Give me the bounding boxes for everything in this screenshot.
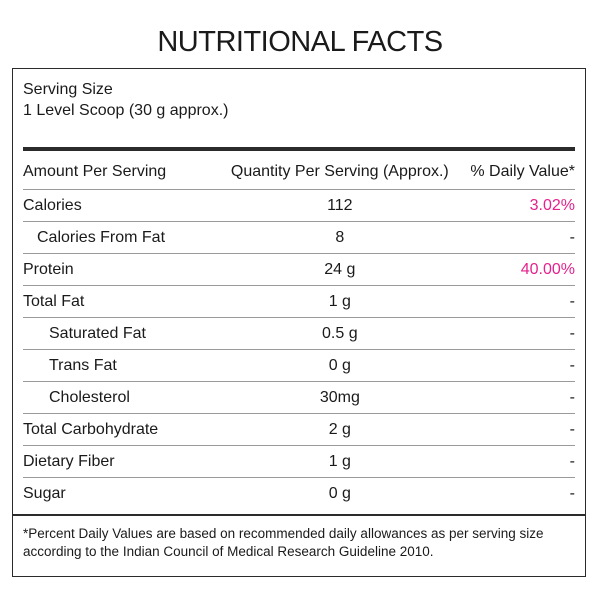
serving-size-label: Serving Size <box>23 81 113 98</box>
nutrient-name: Dietary Fiber <box>23 445 222 478</box>
nutrient-daily-value: 3.02% <box>458 189 575 222</box>
page-title: NUTRITIONAL FACTS <box>157 26 443 58</box>
table-row: Dietary Fiber 1 g - <box>23 445 575 478</box>
nutrient-daily-value: - <box>458 381 575 414</box>
nutrient-quantity: 0 g <box>328 484 351 502</box>
nutrient-quantity: 0.5 g <box>221 317 458 350</box>
nutrient-quantity: 8 <box>221 221 458 254</box>
serving-size-value: 1 Level Scoop (30 g approx.) <box>23 102 229 119</box>
table-row: Sugar 0 g - <box>23 478 575 510</box>
nutrient-quantity: 24 g <box>221 253 458 286</box>
bottom-divider <box>13 514 585 516</box>
nutrient-daily-value: - <box>458 349 575 382</box>
nutrient-daily-value: - <box>458 445 575 478</box>
nutrition-panel: Serving Size 1 Level Scoop (30 g approx.… <box>12 68 586 577</box>
serving-size: Serving Size 1 Level Scoop (30 g approx.… <box>23 79 228 121</box>
nutrient-quantity: 1 g <box>221 285 458 318</box>
nutrient-daily-value: - <box>458 285 575 318</box>
nutrient-name: Calories <box>23 189 222 222</box>
nutrient-name: Sugar <box>23 484 66 502</box>
header-quantity: Quantity Per Serving (Approx.) <box>221 155 458 190</box>
nutrient-quantity: 2 g <box>221 413 458 446</box>
nutrient-name: Saturated Fat <box>23 317 222 350</box>
thick-divider <box>23 147 575 151</box>
nutrient-quantity: 1 g <box>221 445 458 478</box>
table-row: Protein 24 g 40.00% <box>23 253 575 286</box>
nutrient-daily-value: - <box>569 484 575 502</box>
table-header-row: Amount Per Serving Quantity Per Serving … <box>23 155 575 190</box>
nutrient-quantity: 112 <box>221 189 458 222</box>
table-row: Total Fat 1 g - <box>23 285 575 318</box>
table-row: Saturated Fat 0.5 g - <box>23 317 575 350</box>
table-row: Total Carbohydrate 2 g - <box>23 413 575 446</box>
nutrient-name: Protein <box>23 253 222 286</box>
nutrient-quantity: 0 g <box>221 349 458 382</box>
nutrition-table: Amount Per Serving Quantity Per Serving … <box>23 155 575 509</box>
nutrient-daily-value: - <box>458 317 575 350</box>
nutrient-daily-value: - <box>458 221 575 254</box>
header-daily-value: % Daily Value* <box>458 155 575 190</box>
nutrient-daily-value: 40.00% <box>458 253 575 286</box>
nutrient-quantity: 30mg <box>221 381 458 414</box>
nutrient-daily-value: - <box>458 413 575 446</box>
nutrient-name: Calories From Fat <box>23 221 222 254</box>
nutrient-name: Trans Fat <box>23 349 222 382</box>
nutrient-name: Total Carbohydrate <box>23 413 222 446</box>
table-row: Cholesterol 30mg - <box>23 381 575 414</box>
footnote: *Percent Daily Values are based on recom… <box>23 526 544 559</box>
nutrient-name: Cholesterol <box>23 381 222 414</box>
table-row: Trans Fat 0 g - <box>23 349 575 382</box>
header-amount-per-serving: Amount Per Serving <box>23 155 222 190</box>
nutrient-name: Total Fat <box>23 285 222 318</box>
table-row: Calories 112 3.02% <box>23 189 575 222</box>
table-row: Calories From Fat 8 - <box>23 221 575 254</box>
